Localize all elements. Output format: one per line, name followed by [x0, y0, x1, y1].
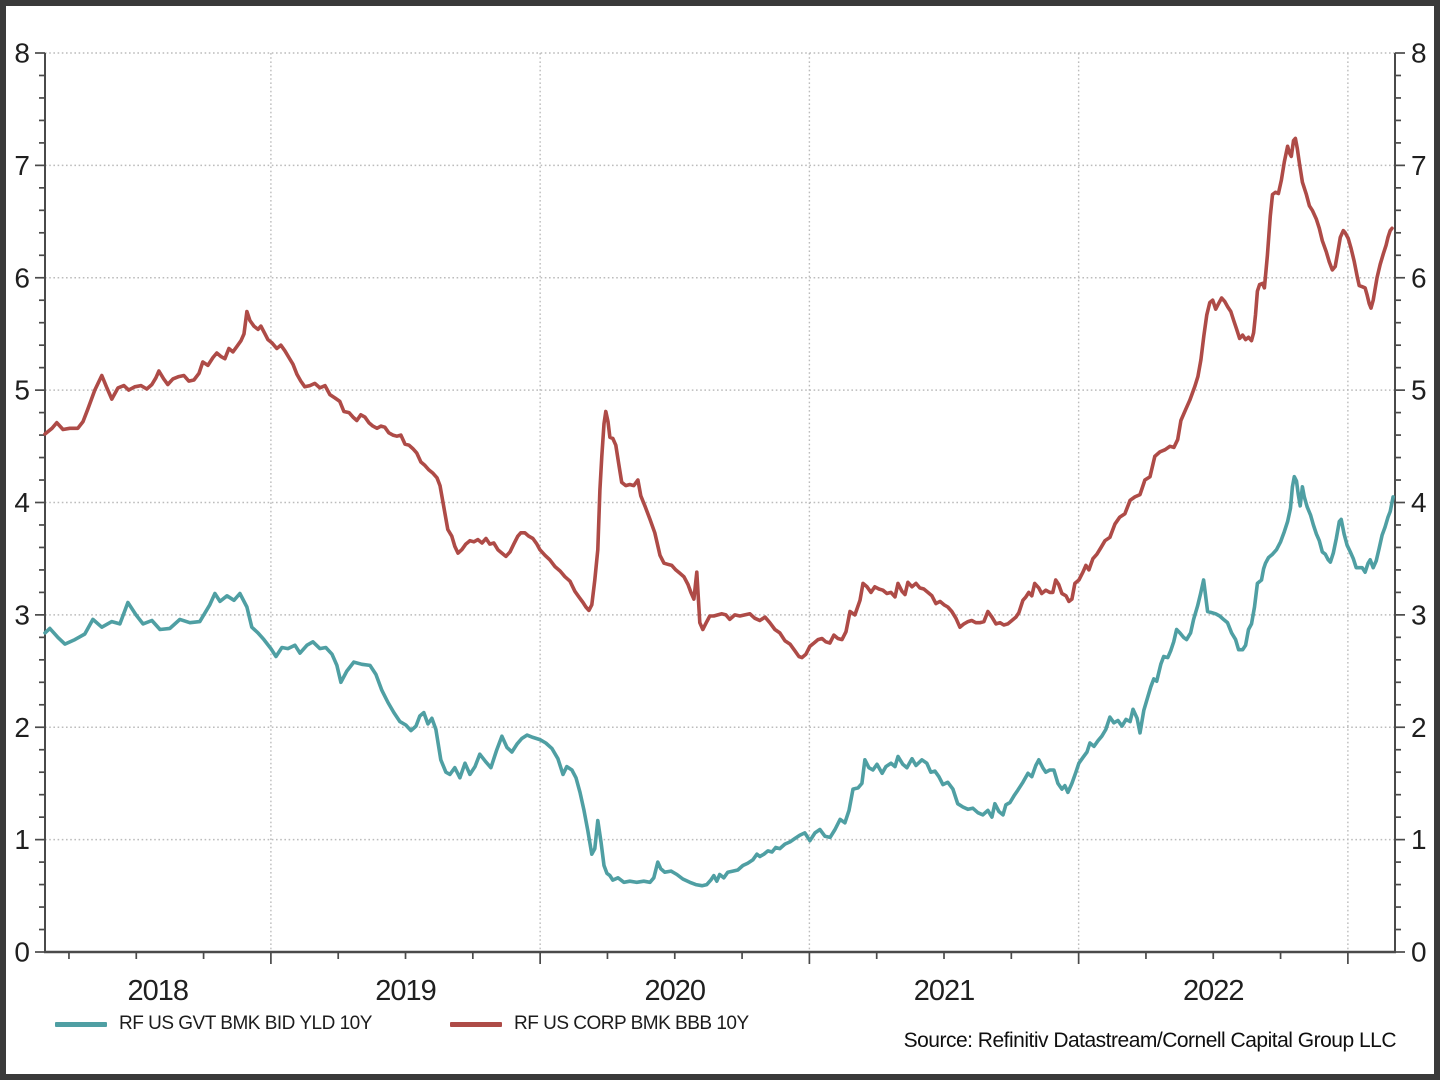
y-tick-label-right: 6: [1411, 262, 1426, 293]
legend-item-gvt: RF US GVT BMK BID YLD 10Y: [55, 1011, 372, 1037]
y-tick-label-right: 5: [1411, 375, 1426, 406]
y-tick-label-left: 6: [14, 262, 29, 293]
x-year-label: 2018: [128, 975, 189, 1007]
y-tick-label-left: 4: [14, 487, 29, 518]
legend-item-corp: RF US CORP BMK BBB 10Y: [450, 1011, 749, 1037]
y-tick-label-right: 3: [1411, 599, 1426, 630]
x-year-label: 2020: [645, 975, 706, 1007]
y-tick-label-right: 0: [1411, 937, 1426, 968]
y-tick-label-right: 8: [1411, 38, 1426, 69]
y-tick-label-left: 7: [14, 150, 29, 181]
y-tick-label-left: 2: [14, 712, 29, 743]
legend-label-gvt: RF US GVT BMK BID YLD 10Y: [119, 1013, 372, 1034]
source-note: Source: Refinitiv Datastream/Cornell Cap…: [903, 1029, 1397, 1052]
y-tick-label-right: 2: [1411, 712, 1426, 743]
gvt-yield-line: [43, 474, 1395, 888]
x-year-label: 2019: [375, 975, 436, 1007]
legend-label-corp: RF US CORP BMK BBB 10Y: [514, 1013, 749, 1034]
y-tick-label-left: 3: [14, 599, 29, 630]
y-tick-label-right: 7: [1411, 150, 1426, 181]
x-year-label: 2022: [1183, 975, 1244, 1007]
gvt-line-swatch-icon: [55, 1021, 107, 1027]
y-tick-label-left: 5: [14, 375, 29, 406]
corp-line-swatch-icon: [450, 1021, 502, 1027]
y-tick-label-left: 1: [14, 824, 29, 855]
y-tick-label-left: 8: [14, 38, 29, 69]
legend: RF US GVT BMK BID YLD 10Y RF US CORP BMK…: [0, 1011, 1440, 1037]
y-tick-label-right: 1: [1411, 824, 1426, 855]
y-tick-label-left: 0: [14, 937, 29, 968]
y-tick-label-right: 4: [1411, 487, 1426, 518]
x-year-label: 2021: [914, 975, 975, 1007]
corp-bbb-yield-line: [43, 136, 1394, 660]
